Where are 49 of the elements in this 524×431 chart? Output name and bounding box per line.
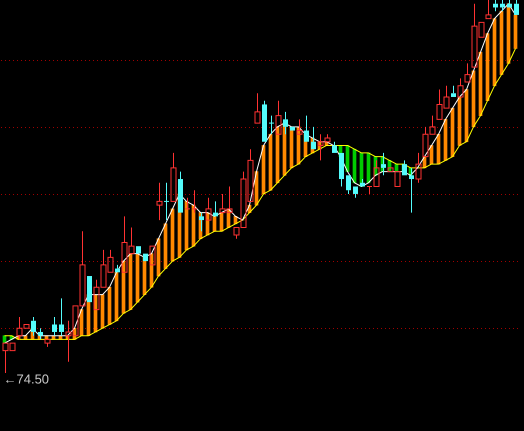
candlestick (451, 85, 456, 97)
candlestick (170, 152, 176, 202)
bar (184, 201, 188, 250)
bar (464, 89, 468, 142)
bar (472, 70, 476, 128)
candlestick (164, 182, 170, 221)
bar (500, 10, 504, 75)
bar (436, 134, 440, 164)
candlestick (262, 100, 267, 142)
bar (276, 126, 280, 184)
bar (170, 208, 174, 262)
candlestick (464, 62, 470, 83)
candlestick (493, 0, 498, 12)
bar (122, 260, 126, 314)
bar (164, 223, 168, 269)
bar (262, 145, 266, 194)
bar (366, 152, 370, 184)
bar (492, 18, 496, 86)
candlestick (156, 182, 162, 221)
candlestick (213, 200, 218, 216)
bar (346, 145, 350, 172)
annotation: ←74.50 (4, 372, 50, 387)
candlestick (115, 264, 120, 272)
bar (100, 294, 104, 329)
bar (506, 3, 510, 64)
candlestick (184, 197, 190, 210)
bar (478, 52, 482, 116)
candlestick (360, 178, 365, 186)
bar (80, 309, 84, 336)
bar (444, 119, 448, 161)
candlestick (346, 175, 351, 194)
candlestick (486, 0, 492, 20)
bar (458, 96, 462, 146)
bar (450, 108, 454, 157)
bar (220, 212, 224, 232)
bar (352, 148, 356, 184)
candlestick (507, 0, 512, 8)
bar (192, 204, 196, 247)
bar (268, 134, 272, 191)
bar (136, 253, 140, 302)
bar (128, 253, 132, 310)
candlestick (500, 0, 505, 12)
bar (430, 145, 434, 164)
bar (108, 286, 112, 325)
bar (156, 238, 160, 276)
bar (486, 33, 490, 102)
candlestick (353, 186, 358, 198)
candlestick (514, 0, 519, 15)
candlestick (254, 92, 260, 124)
